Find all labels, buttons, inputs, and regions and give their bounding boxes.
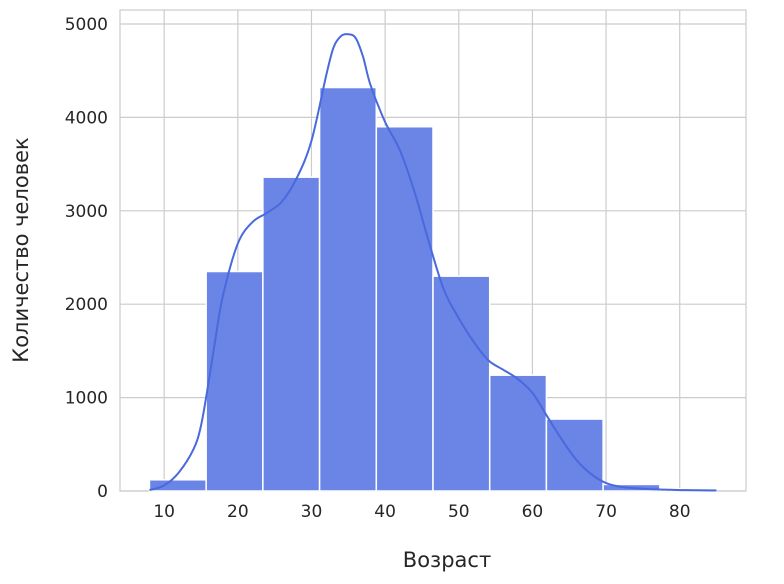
tick-labels: 10 20 30 40 50 60 70 80 0 1000 2000 3000 4000 5000 — [65, 15, 691, 522]
x-tick-label: 60 — [522, 502, 544, 522]
kde-curve — [149, 33, 717, 492]
y-tick-label: 2000 — [65, 295, 108, 315]
histogram-bar — [488, 374, 548, 492]
y-tick-label: 4000 — [65, 108, 108, 128]
histogram-bar — [148, 479, 207, 492]
x-tick-label: 50 — [448, 502, 470, 522]
y-tick-label: 5000 — [65, 15, 108, 35]
y-tick-label: 0 — [97, 482, 108, 502]
x-tick-label: 20 — [227, 502, 249, 522]
x-tick-label: 10 — [153, 502, 175, 522]
x-tick-label: 40 — [374, 502, 396, 522]
x-axis-label: Возраст — [403, 548, 491, 572]
histogram-bar — [432, 275, 491, 492]
x-tick-label: 30 — [301, 502, 323, 522]
x-tick-label: 70 — [595, 502, 617, 522]
histogram-bar — [262, 176, 321, 492]
y-tick-label: 3000 — [65, 202, 108, 222]
histogram-bars — [148, 86, 718, 492]
histogram-bar — [318, 86, 378, 492]
histogram-bar — [375, 125, 434, 492]
histogram-bar — [205, 270, 264, 492]
x-tick-label: 80 — [669, 502, 691, 522]
y-axis-label: Количество человек — [9, 137, 33, 362]
y-tick-label: 1000 — [65, 389, 108, 409]
